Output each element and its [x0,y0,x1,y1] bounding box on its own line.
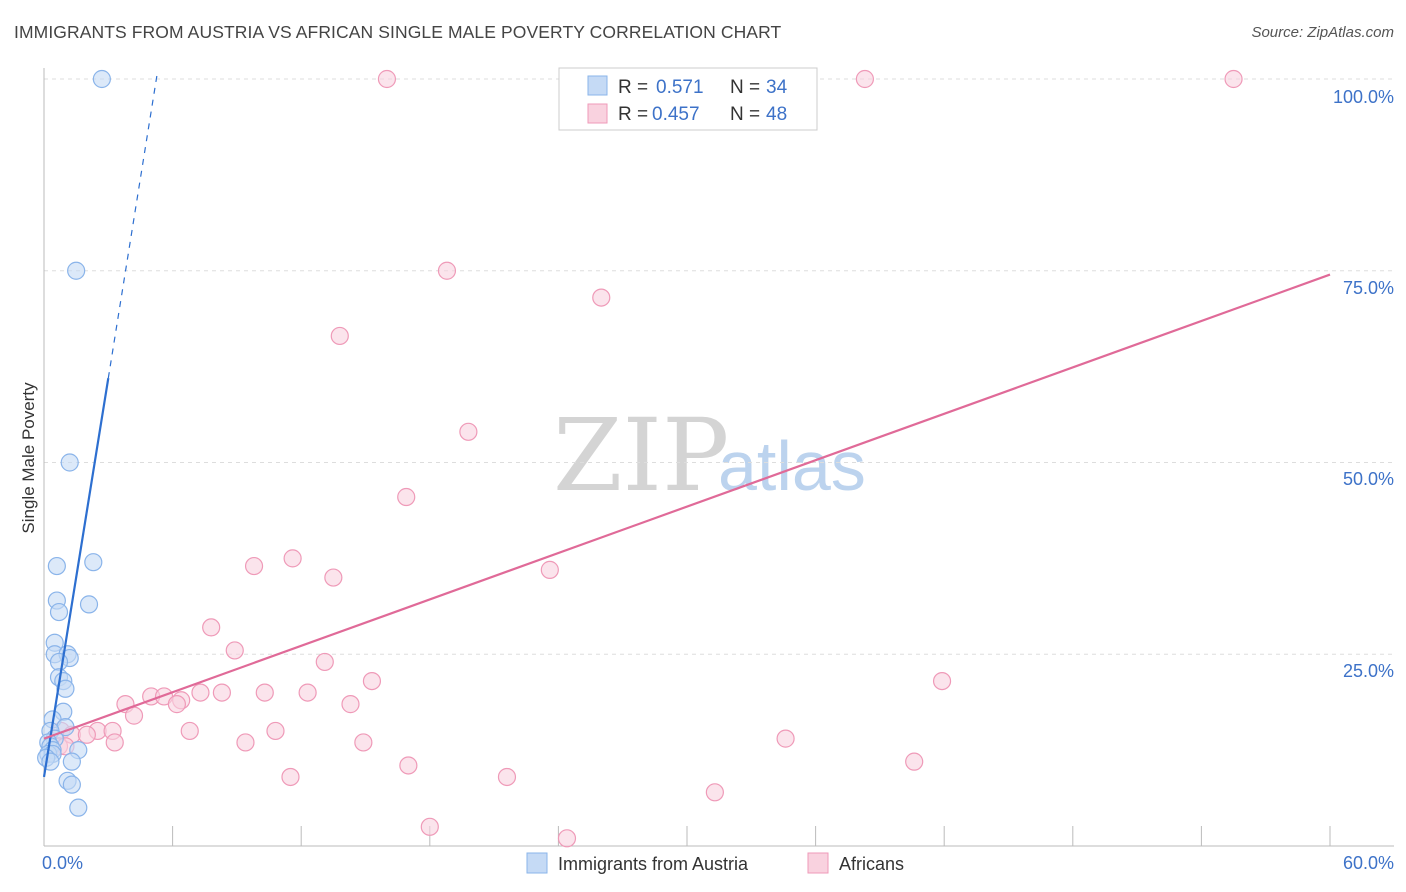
africans-point [437,261,457,280]
x-tick-label-max: 60.0% [1343,853,1394,873]
austria-point [62,752,81,771]
legend-r-value-austria: 0.571 [656,77,704,98]
bottom-legend-swatch-africans [807,852,829,874]
africans-point [399,756,418,775]
austria-point [56,679,75,698]
africans-point [255,683,274,702]
africans-point [283,549,302,568]
legend: R = 0.571 N = 34 R = 0.457 N = 48 [558,67,818,131]
y-tick-label-25: 25.0% [1343,661,1394,681]
africans-point [315,652,334,672]
africans-point [362,671,382,691]
austria-point [49,652,69,672]
legend-swatch-africans [587,103,608,124]
africans-point [377,69,397,89]
africans-point [225,641,244,660]
austria-trend-extension [107,71,159,379]
austria-points [37,69,111,817]
africans-trend-line [43,273,1331,740]
bottom-legend-swatch-austria [526,852,548,874]
africans-point [298,683,317,702]
africans-point [77,725,96,744]
legend-n-label-austria: N = [730,77,760,98]
bottom-legend: Immigrants from Austria Africans [526,852,904,874]
africans-point [397,487,416,507]
trend-lines [42,71,1331,778]
y-tick-label-50: 50.0% [1343,469,1394,489]
africans-point [1224,69,1243,89]
africans-point [855,69,874,89]
austria-trend-line [42,377,110,778]
africans-point [776,729,795,748]
africans-point [330,326,349,346]
y-tick-label-100: 100.0% [1333,87,1394,107]
africans-point [244,556,264,576]
africans-point [202,618,221,637]
africans-point [557,829,577,848]
austria-point [67,261,86,280]
africans-point [540,560,559,579]
africans-point [497,767,517,787]
austria-point [47,556,66,576]
x-tick-marks [172,826,1331,846]
x-tick-label-min: 0.0% [42,853,83,873]
austria-point [79,595,99,614]
africans-point [705,783,724,802]
austria-point [84,553,103,572]
africans-point [932,671,952,691]
source-label: Source: ZipAtlas.com [1251,24,1394,41]
legend-n-value-africans: 48 [766,104,787,125]
africans-point [105,733,124,752]
africans-point [191,683,210,702]
watermark-zip: ZIP [553,397,729,514]
bottom-legend-label-austria: Immigrants from Austria [558,854,749,874]
austria-point [62,775,81,794]
africans-point [420,817,439,836]
africans-point [281,767,300,787]
legend-r-value-africans: 0.457 [652,104,700,125]
africans-point [212,683,231,702]
africans-point [341,695,360,714]
africans-point [354,733,373,752]
legend-n-label-africans: N = [730,104,760,125]
watermark-atlas: atlas [718,427,866,505]
austria-point [92,69,111,89]
austria-point [69,798,88,817]
legend-n-value-austria: 34 [766,77,788,98]
chart-title: IMMIGRANTS FROM AUSTRIA VS AFRICAN SINGL… [14,22,782,42]
legend-swatch-austria [587,75,608,96]
legend-r-label-austria: R = [618,77,648,98]
africans-point [266,721,285,741]
y-tick-label-75: 75.0% [1343,278,1394,298]
africans-point [167,695,186,714]
africans-point [236,733,255,752]
austria-point [49,602,69,622]
y-axis-label: Single Male Poverty [19,382,38,534]
africans-point [124,706,144,725]
bottom-legend-label-africans: Africans [839,854,904,874]
africans-point [324,568,343,587]
africans-point [180,721,199,741]
axes [43,68,1394,847]
africans-point [905,752,924,771]
legend-r-label-africans: R = [618,104,648,125]
africans-point [592,288,611,307]
africans-point [459,422,478,441]
austria-point [60,453,79,472]
